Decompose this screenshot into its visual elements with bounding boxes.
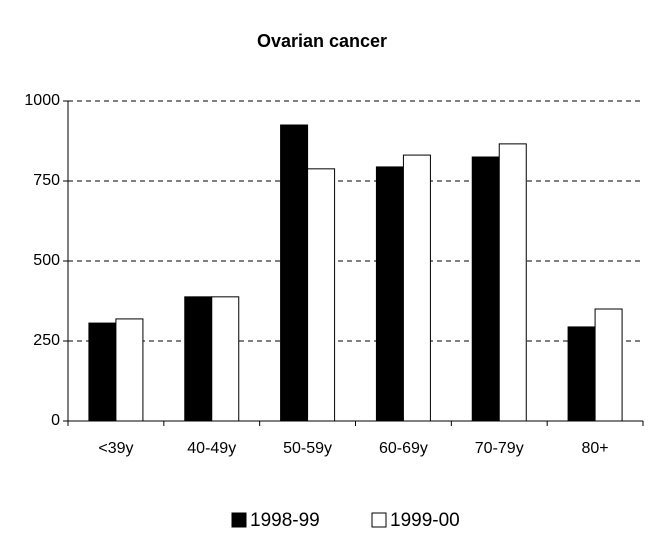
chart-title: Ovarian cancer bbox=[257, 31, 387, 51]
bar bbox=[307, 168, 336, 422]
bar bbox=[402, 154, 431, 422]
x-tick-label: 80+ bbox=[582, 440, 609, 457]
y-tick-label: 1000 bbox=[24, 92, 60, 109]
legend-swatch bbox=[371, 512, 387, 528]
x-tick-label: 60-69y bbox=[379, 440, 428, 457]
bar bbox=[211, 296, 240, 422]
y-tick-label: 750 bbox=[33, 172, 60, 189]
bar bbox=[280, 124, 309, 422]
bar bbox=[184, 296, 213, 422]
y-tick-label: 0 bbox=[51, 412, 60, 429]
bar bbox=[88, 322, 117, 422]
bar bbox=[498, 143, 527, 422]
y-tick-label: 250 bbox=[33, 332, 60, 349]
x-tick-label: 40-49y bbox=[187, 440, 236, 457]
bar bbox=[567, 326, 596, 422]
x-tick-label: <39y bbox=[98, 440, 133, 457]
legend-swatch bbox=[231, 512, 247, 528]
bar bbox=[594, 308, 623, 422]
x-tick-label: 50-59y bbox=[283, 440, 332, 457]
bar bbox=[115, 318, 144, 422]
y-tick-label: 500 bbox=[33, 252, 60, 269]
x-tick-label: 70-79y bbox=[475, 440, 524, 457]
bar bbox=[471, 156, 500, 422]
legend-label: 1998-99 bbox=[250, 510, 320, 531]
bar bbox=[375, 166, 404, 422]
legend-label: 1999-00 bbox=[390, 510, 460, 531]
